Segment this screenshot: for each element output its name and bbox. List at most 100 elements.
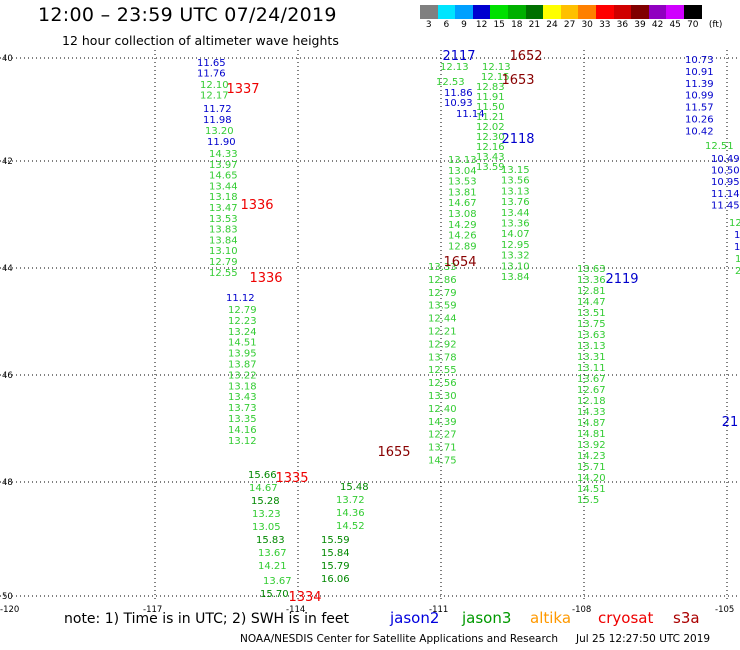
legend-label: 15 <box>493 20 505 30</box>
wave-height-label: 13.11 <box>577 363 606 374</box>
legend-swatches <box>420 5 740 19</box>
legend-unit: (ft) <box>708 20 723 30</box>
wave-height-label: 13.36 <box>577 275 606 286</box>
wave-height-label: 13.97 <box>209 160 238 171</box>
wave-height-label: 10.26 <box>685 115 714 126</box>
pass-number-label: 2119 <box>605 272 638 287</box>
wave-height-label: 14.07 <box>501 229 530 240</box>
wave-height-label: 12.15 <box>481 72 510 83</box>
wave-height-label: 13.23 <box>252 509 281 520</box>
wave-height-label: 12.23 <box>228 316 257 327</box>
wave-height-label: 13.83 <box>209 225 238 236</box>
legend-label: 45 <box>669 20 681 30</box>
pass-number-label: 1334 <box>288 590 321 605</box>
pass-number-label: 2117 <box>442 49 475 64</box>
wave-height-label: 13.24 <box>228 327 257 338</box>
wave-height-label: 13.56 <box>501 176 530 187</box>
timestamp: Jul 25 12:27:50 UTC 2019 <box>576 633 711 645</box>
legend-label: 24 <box>546 20 558 30</box>
wave-height-label: 13.67 <box>258 548 287 559</box>
legend-swatch <box>613 5 632 19</box>
lat-tick-label: 48 <box>2 478 13 488</box>
wave-height-label: 12.83 <box>476 82 505 93</box>
axis-ticks: 40 42 44 46 48 50 -120 -117 -114 -111 -108 -105 <box>0 54 734 615</box>
wave-height-label: 13.73 <box>228 403 257 414</box>
wave-height-label: 13. <box>735 254 740 265</box>
legend-swatch <box>595 5 614 19</box>
wave-height-label: 14.47 <box>577 297 606 308</box>
wave-height-label: 12.30 <box>476 132 505 143</box>
legend-swatch <box>543 5 561 19</box>
wave-height-label: 13.71 <box>428 443 457 454</box>
wave-height-label: 13.53 <box>448 177 477 188</box>
legend-label: 3 <box>425 20 432 30</box>
wave-height-label: 13.30 <box>428 391 457 402</box>
wave-height-label: 12.89 <box>448 241 477 252</box>
wave-height-label: 12.55 <box>428 365 457 376</box>
wave-height-label: 12.18 <box>577 396 606 407</box>
lat-tick-label: 40 <box>2 54 13 64</box>
wave-height-label: 15.83 <box>256 535 285 546</box>
wave-height-label: 11.90 <box>207 137 236 148</box>
legend-swatch <box>420 5 438 19</box>
wave-height-label: 15.28 <box>251 496 280 507</box>
legend-label: 36 <box>616 20 629 30</box>
legend-swatch <box>560 5 579 19</box>
wave-height-label: 13.32 <box>501 251 530 262</box>
pass-number-label: 1654 <box>443 255 476 270</box>
wave-height-label: 12.86 <box>428 275 457 286</box>
wave-height-label: 11.86 <box>444 88 473 99</box>
wave-height-label: 13.53 <box>209 214 238 225</box>
wave-height-label: 12.81 <box>577 286 606 297</box>
lon-tick-label: -111 <box>429 605 448 615</box>
pass-number-label: 21 <box>722 415 739 430</box>
credit-line: NOAA/NESDIS Center for Satellite Applica… <box>240 633 558 645</box>
wave-height-label: 12.92 <box>428 339 457 350</box>
wave-height-label: 10.91 <box>685 67 714 78</box>
wave-height-label: 12.67 <box>577 385 606 396</box>
wave-height-label: 15.84 <box>321 548 350 559</box>
wave-height-label: 11.14 <box>711 189 740 200</box>
wave-height-label: 11.98 <box>203 115 232 126</box>
lat-tick-label: 42 <box>2 157 13 167</box>
lat-tick-label: 50 <box>2 592 13 602</box>
wave-height-label: 12.13 <box>440 62 469 73</box>
footnote: note: 1) Time is in UTC; 2) SWH is in fe… <box>64 611 350 627</box>
wave-height-label: 11.21 <box>476 112 505 123</box>
legend-swatch <box>666 5 684 19</box>
wave-height-label: 13.67 <box>577 374 606 385</box>
wave-height-label: 13.35 <box>228 414 257 425</box>
wave-height-label: 12.40 <box>428 404 457 415</box>
wave-height-label: 13.95 <box>228 349 257 360</box>
legend-swatch <box>683 5 702 19</box>
wave-height-label: 10.73 <box>685 55 714 66</box>
wave-height-label: 14.20 <box>577 473 606 484</box>
wave-height-label: 12.79 <box>209 257 238 268</box>
wave-height-label: 13.33 <box>428 262 457 273</box>
wave-height-label: 12.79 <box>428 288 457 299</box>
legend-label: 33 <box>599 20 611 30</box>
legend-label: 39 <box>634 20 646 30</box>
satellite-s3a: s3a <box>673 609 700 627</box>
wave-height-label: 12.17 <box>200 91 229 102</box>
wave-height-label: 13.10 <box>209 246 238 257</box>
pass-number-label: 1653 <box>501 73 534 88</box>
wave-height-label: 11.76 <box>197 69 226 80</box>
wave-height-label: 13.15 <box>501 165 530 176</box>
lon-tick-label: -108 <box>572 605 591 615</box>
wave-height-label: 16.06 <box>321 574 350 585</box>
legend-label: 9 <box>461 20 467 30</box>
legend-swatch <box>490 5 508 19</box>
wave-height-label: 12.13 <box>482 62 511 73</box>
wave-height-label: 11.14 <box>456 109 485 120</box>
legend-swatch <box>507 5 526 19</box>
wave-height-label: 10.99 <box>685 91 714 102</box>
pass-number-label: 1336 <box>249 271 282 286</box>
legend-swatch <box>472 5 491 19</box>
wave-height-label: 15.66 <box>248 470 277 481</box>
wave-height-label: 10.95 <box>711 177 740 188</box>
wave-height-label: 14.16 <box>228 425 257 436</box>
lon-tick-label: -105 <box>715 605 734 615</box>
wave-height-label: 13.84 <box>501 272 530 283</box>
